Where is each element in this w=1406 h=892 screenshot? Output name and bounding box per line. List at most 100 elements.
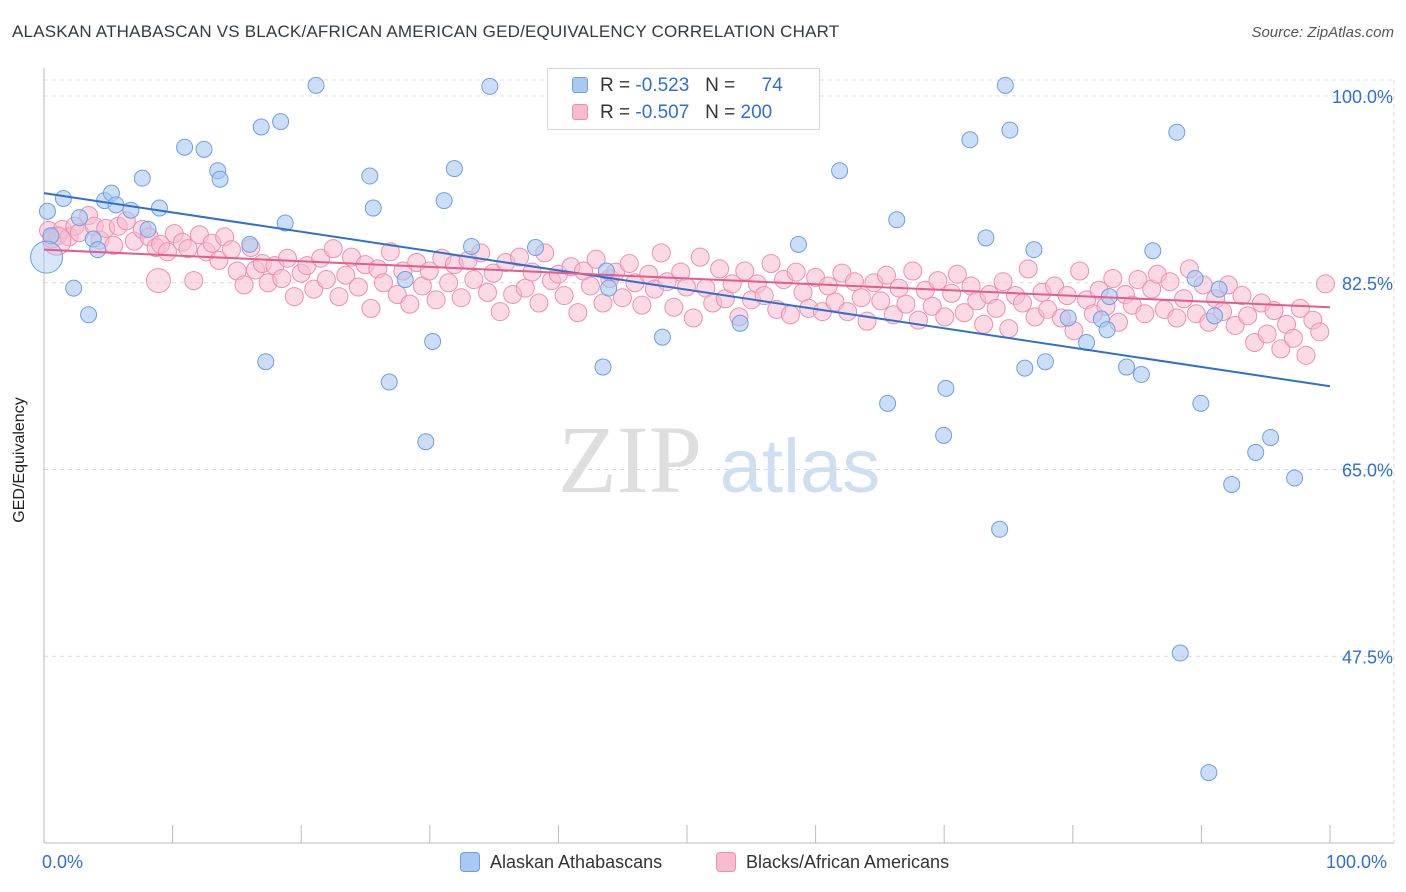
point-alaskan-athabascans	[481, 77, 499, 95]
point-alaskan-athabascans	[1118, 358, 1136, 376]
point-blacks-african-americans	[710, 259, 730, 279]
blue-swatch	[460, 852, 480, 872]
point-alaskan-athabascans	[935, 426, 953, 444]
point-alaskan-athabascans	[176, 138, 194, 156]
point-blacks-african-americans	[935, 307, 955, 327]
point-alaskan-athabascans	[1186, 269, 1204, 287]
point-blacks-african-americans	[1310, 322, 1330, 342]
point-alaskan-athabascans	[1262, 428, 1280, 446]
point-blacks-african-americans	[374, 273, 394, 293]
axes	[43, 68, 1394, 844]
chart-title: ALASKAN ATHABASCAN VS BLACK/AFRICAN AMER…	[12, 22, 840, 41]
point-alaskan-athabascans	[396, 271, 414, 289]
point-alaskan-athabascans	[1210, 280, 1228, 298]
point-blacks-african-americans	[786, 262, 806, 282]
point-alaskan-athabascans	[1059, 309, 1077, 327]
r-value: -0.523	[635, 75, 690, 96]
point-blacks-african-americans	[690, 247, 710, 267]
point-blacks-african-americans	[178, 239, 198, 259]
point-alaskan-athabascans	[879, 394, 897, 412]
point-alaskan-athabascans	[600, 279, 618, 297]
point-alaskan-athabascans	[417, 433, 435, 451]
point-alaskan-athabascans	[1206, 307, 1224, 325]
point-alaskan-athabascans	[789, 235, 807, 253]
point-blacks-african-americans	[1225, 315, 1245, 335]
point-blacks-african-americans	[439, 273, 459, 293]
point-alaskan-athabascans	[195, 140, 213, 158]
point-blacks-african-americans	[490, 302, 510, 322]
point-blacks-african-americans	[145, 268, 171, 294]
point-blacks-african-americans	[1257, 324, 1277, 344]
point-blacks-african-americans	[1160, 272, 1180, 292]
point-alaskan-athabascans	[1036, 353, 1054, 371]
point-blacks-african-americans	[1018, 259, 1038, 279]
point-blacks-african-americans	[510, 247, 530, 267]
point-alaskan-athabascans	[977, 229, 995, 247]
source-label: Source: ZipAtlas.com	[1251, 24, 1394, 41]
x-tick-label-min: 0.0%	[42, 852, 84, 872]
point-alaskan-athabascans	[961, 131, 979, 149]
point-alaskan-athabascans	[257, 353, 275, 371]
point-blacks-african-americans	[954, 303, 974, 323]
point-blacks-african-americans	[387, 284, 407, 304]
watermark-zip: ZIP	[558, 406, 702, 513]
point-blacks-african-americans	[999, 319, 1019, 339]
point-blacks-african-americans	[993, 272, 1013, 292]
point-alaskan-athabascans	[1025, 241, 1043, 259]
point-alaskan-athabascans	[888, 211, 906, 229]
point-alaskan-athabascans	[272, 113, 290, 131]
legend-item-athabascans[interactable]: Alaskan Athabascans	[460, 852, 662, 873]
point-alaskan-athabascans	[1132, 366, 1150, 384]
point-blacks-african-americans	[284, 287, 304, 307]
point-alaskan-athabascans	[30, 240, 64, 274]
point-blacks-african-americans	[272, 268, 292, 288]
point-blacks-african-americans	[451, 288, 471, 308]
point-blacks-african-americans	[348, 277, 368, 297]
point-blacks-african-americans	[464, 270, 484, 290]
point-blacks-african-americans	[1128, 270, 1148, 290]
point-blacks-african-americans	[844, 272, 864, 292]
trend-lines	[43, 192, 1331, 388]
point-blacks-african-americans	[1174, 289, 1194, 309]
y-tick-label: 82.5%	[1342, 274, 1393, 294]
point-blacks-african-americans	[1070, 261, 1090, 281]
point-alaskan-athabascans	[1200, 764, 1218, 782]
point-blacks-african-americans	[1103, 268, 1123, 288]
point-alaskan-athabascans	[1016, 359, 1034, 377]
point-blacks-african-americans	[1013, 293, 1033, 313]
point-alaskan-athabascans	[463, 237, 481, 255]
point-blacks-african-americans	[593, 293, 613, 313]
point-alaskan-athabascans	[1223, 475, 1241, 493]
point-blacks-african-americans	[554, 286, 574, 306]
point-alaskan-athabascans	[361, 167, 379, 185]
point-blacks-african-americans	[515, 278, 535, 298]
point-blacks-african-americans	[1135, 304, 1155, 324]
point-blacks-african-americans	[1315, 274, 1335, 294]
r-label: R =	[600, 102, 631, 123]
legend-item-blacks[interactable]: Blacks/African Americans	[716, 852, 949, 873]
point-alaskan-athabascans	[1192, 394, 1210, 412]
point-blacks-african-americans	[896, 294, 916, 314]
point-blacks-african-americans	[619, 254, 639, 274]
point-blacks-african-americans	[580, 276, 600, 296]
blue-swatch	[572, 77, 588, 93]
point-blacks-african-americans	[1038, 299, 1058, 319]
point-blacks-african-americans	[380, 242, 400, 262]
series-pink-points	[39, 206, 1335, 365]
point-alaskan-athabascans	[445, 160, 463, 178]
point-blacks-african-americans	[1283, 328, 1303, 348]
point-blacks-african-americans	[234, 275, 254, 295]
r-value: -0.507	[635, 102, 690, 123]
point-blacks-african-americans	[876, 265, 896, 285]
point-blacks-african-americans	[316, 270, 336, 290]
point-alaskan-athabascans	[435, 192, 453, 210]
watermark-atlas: atlas	[720, 424, 881, 509]
point-blacks-african-americans	[1264, 301, 1284, 321]
point-blacks-african-americans	[651, 243, 671, 263]
trend-line-blacks	[43, 248, 1331, 309]
point-alaskan-athabascans	[527, 239, 545, 257]
point-alaskan-athabascans	[307, 76, 325, 94]
point-blacks-african-americans	[1167, 308, 1187, 328]
point-alaskan-athabascans	[937, 379, 955, 397]
